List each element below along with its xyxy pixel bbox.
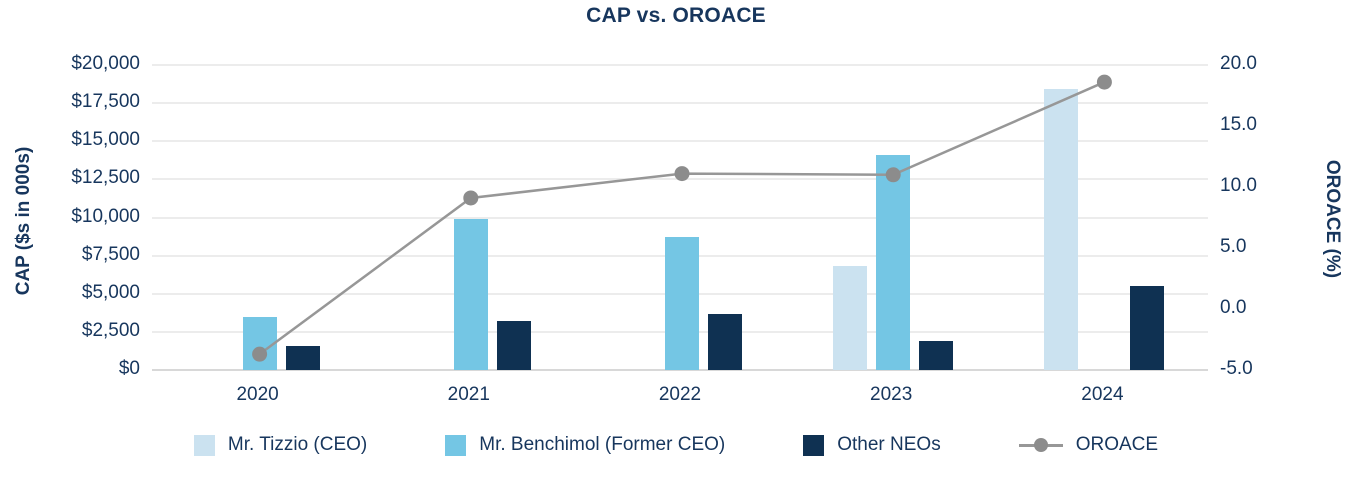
y-right-tick-label: 15.0 xyxy=(1220,114,1257,135)
y-left-tick-label: $12,500 xyxy=(71,167,140,189)
x-tick-label: 2021 xyxy=(447,384,490,405)
chart-legend: Mr. Tizzio (CEO) Mr. Benchimol (Former CE… xyxy=(0,434,1352,456)
y-left-tick-label: $10,000 xyxy=(71,205,140,227)
legend-item: OROACE xyxy=(1018,434,1159,456)
x-tick-label: 2023 xyxy=(870,384,913,405)
y-left-tick-label: $7,500 xyxy=(81,243,140,265)
legend-item: Mr. Benchimol (Former CEO) xyxy=(445,434,725,456)
chart-title: CAP vs. OROACE xyxy=(586,4,766,27)
bar-mr-benchimol-former-ceo-2022 xyxy=(665,237,699,370)
gridline xyxy=(152,64,1208,66)
y-left-tick-label: $0 xyxy=(118,358,140,379)
bar-other-neos-2020 xyxy=(285,345,320,370)
y-right-tick-label: -5.0 xyxy=(1220,358,1253,379)
x-tick-label: 2020 xyxy=(236,384,279,405)
legend-item: Other NEOs xyxy=(803,434,941,456)
oroace-line-marker xyxy=(463,190,479,206)
y-right-tick-label: 5.0 xyxy=(1220,236,1247,257)
y-left-tick-label: $15,000 xyxy=(71,129,140,151)
legend-swatch-square xyxy=(445,434,467,456)
legend-label: Other NEOs xyxy=(837,434,941,455)
bar-mr-benchimol-former-ceo-2021 xyxy=(453,219,488,370)
y-left-tick-label: $2,500 xyxy=(81,319,140,341)
bar-mr-tizzio-ceo-2024 xyxy=(1044,89,1079,370)
bar-other-neos-2022 xyxy=(708,313,742,370)
y-right-tick-label: 10.0 xyxy=(1220,175,1257,196)
x-tick-label: 2022 xyxy=(658,384,702,405)
y-left-tick-label: $20,000 xyxy=(71,53,140,74)
oroace-line-marker xyxy=(1096,74,1112,90)
x-axis-line xyxy=(152,369,1208,371)
bar-other-neos-2024 xyxy=(1130,286,1165,370)
bar-other-neos-2023 xyxy=(919,341,954,370)
legend-swatch-square xyxy=(193,434,215,456)
bar-other-neos-2021 xyxy=(496,321,531,370)
legend-label: OROACE xyxy=(1075,434,1159,455)
bar-mr-benchimol-former-ceo-2020 xyxy=(242,316,277,370)
y-left-tick-label: $5,000 xyxy=(81,281,140,303)
legend-swatch-line-marker xyxy=(1018,435,1063,456)
legend-label: Mr. Tizzio (CEO) xyxy=(227,434,368,455)
legend-swatch-square xyxy=(803,434,825,456)
x-tick-label: 2024 xyxy=(1081,384,1124,405)
y-left-tick-label: $17,500 xyxy=(71,91,140,113)
legend-item: Mr. Tizzio (CEO) xyxy=(193,434,368,456)
y-right-tick-label: 20.0 xyxy=(1220,53,1257,74)
bar-mr-tizzio-ceo-2023 xyxy=(833,266,868,370)
bar-mr-benchimol-former-ceo-2023 xyxy=(876,154,911,370)
legend-label: Mr. Benchimol (Former CEO) xyxy=(479,434,726,455)
right-axis-title: OROACE (%) xyxy=(1322,159,1343,279)
y-right-tick-label: 0.0 xyxy=(1220,297,1247,318)
